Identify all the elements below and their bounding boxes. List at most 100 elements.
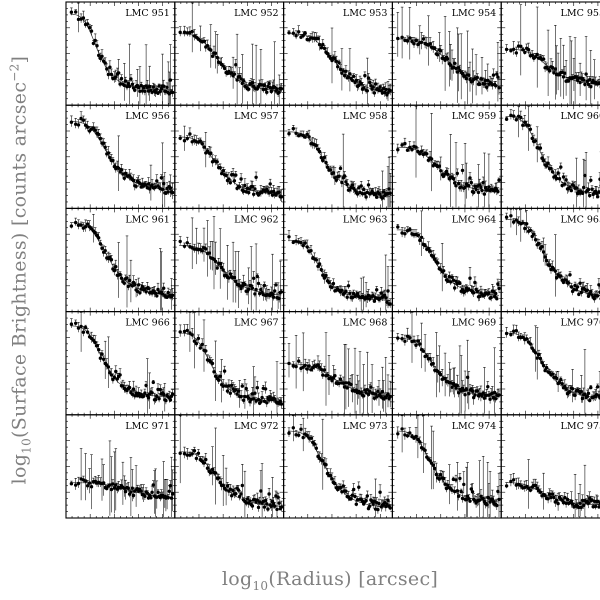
data-point <box>388 88 392 93</box>
data-point <box>182 30 187 34</box>
data-point <box>371 85 375 89</box>
data-point <box>418 238 422 243</box>
data-point <box>126 284 130 289</box>
panel: LMC 955 <box>500 1 600 106</box>
data-point <box>294 364 298 369</box>
data-points <box>178 125 284 202</box>
data-point <box>138 291 142 295</box>
data-point <box>131 178 136 183</box>
data-point <box>76 123 81 127</box>
data-point <box>476 190 481 195</box>
data-point <box>340 180 344 185</box>
data-point <box>319 46 323 50</box>
data-point <box>446 57 450 61</box>
data-point <box>423 243 427 248</box>
data-point <box>586 294 591 298</box>
data-point <box>221 384 225 388</box>
data-point <box>526 123 531 128</box>
data-point <box>478 82 482 87</box>
data-point <box>168 398 173 402</box>
data-point <box>418 152 422 156</box>
data-point <box>496 189 500 194</box>
data-point <box>359 390 363 394</box>
data-point <box>182 329 187 334</box>
data-point <box>155 87 159 91</box>
data-point <box>478 294 482 299</box>
data-point <box>260 395 264 400</box>
data-point <box>157 397 161 401</box>
data-point <box>274 283 278 287</box>
panel: LMC 952 <box>174 1 285 106</box>
data-point <box>416 233 420 237</box>
data-point <box>322 46 327 50</box>
data-point <box>316 363 320 367</box>
data-point <box>575 285 580 289</box>
data-point <box>453 286 457 290</box>
data-point <box>497 86 501 90</box>
data-point <box>69 322 74 326</box>
data-point <box>469 180 473 185</box>
data-point <box>148 187 152 191</box>
data-point <box>102 357 106 361</box>
data-point <box>291 126 295 131</box>
data-point <box>294 239 298 243</box>
data-point <box>87 25 92 30</box>
data-point <box>550 65 555 70</box>
data-point <box>170 392 175 396</box>
data-point <box>528 127 533 131</box>
data-point <box>307 364 311 368</box>
data-point <box>342 385 347 389</box>
data-point <box>254 175 258 179</box>
panel-ticks <box>66 311 175 415</box>
data-point <box>137 283 141 287</box>
data-point <box>523 226 527 231</box>
data-point <box>100 246 104 250</box>
data-point <box>89 227 94 231</box>
data-point <box>247 190 251 195</box>
data-point <box>228 181 232 185</box>
data-point <box>341 381 345 385</box>
data-point <box>419 149 424 153</box>
data-point <box>468 176 472 180</box>
data-point <box>305 367 309 371</box>
data-point <box>200 342 204 347</box>
data-point <box>451 65 456 70</box>
data-point <box>359 184 363 188</box>
data-point <box>200 249 204 253</box>
data-point <box>584 72 588 76</box>
data-point <box>279 290 284 294</box>
data-point <box>596 195 600 199</box>
data-point <box>525 222 529 226</box>
data-point <box>331 281 336 286</box>
data-point <box>400 143 404 147</box>
data-point <box>118 82 122 86</box>
data-point <box>334 178 338 182</box>
data-point <box>321 273 325 277</box>
data-point <box>117 71 121 75</box>
data-point <box>198 346 202 350</box>
data-point <box>324 273 328 278</box>
data-point <box>540 156 544 160</box>
panel-label: LMC 951 <box>125 8 169 19</box>
data-point <box>321 373 325 377</box>
data-point <box>291 31 295 35</box>
data-point <box>459 185 463 189</box>
data-point <box>388 191 392 195</box>
panel: LMC 954 <box>391 1 502 106</box>
data-point <box>368 80 372 85</box>
data-point <box>221 169 225 173</box>
panel-label: LMC 964 <box>452 214 496 225</box>
data-point <box>410 39 414 44</box>
data-point <box>196 336 201 341</box>
data-point <box>567 79 571 83</box>
data-point <box>133 282 137 287</box>
data-point <box>259 400 263 404</box>
data-point <box>362 394 366 398</box>
data-point <box>322 368 327 372</box>
fit-curve <box>70 222 173 296</box>
data-point <box>321 42 325 47</box>
data-point <box>301 33 305 38</box>
data-point <box>428 42 432 46</box>
panel-label: LMC 968 <box>343 318 387 329</box>
data-point <box>372 91 377 95</box>
